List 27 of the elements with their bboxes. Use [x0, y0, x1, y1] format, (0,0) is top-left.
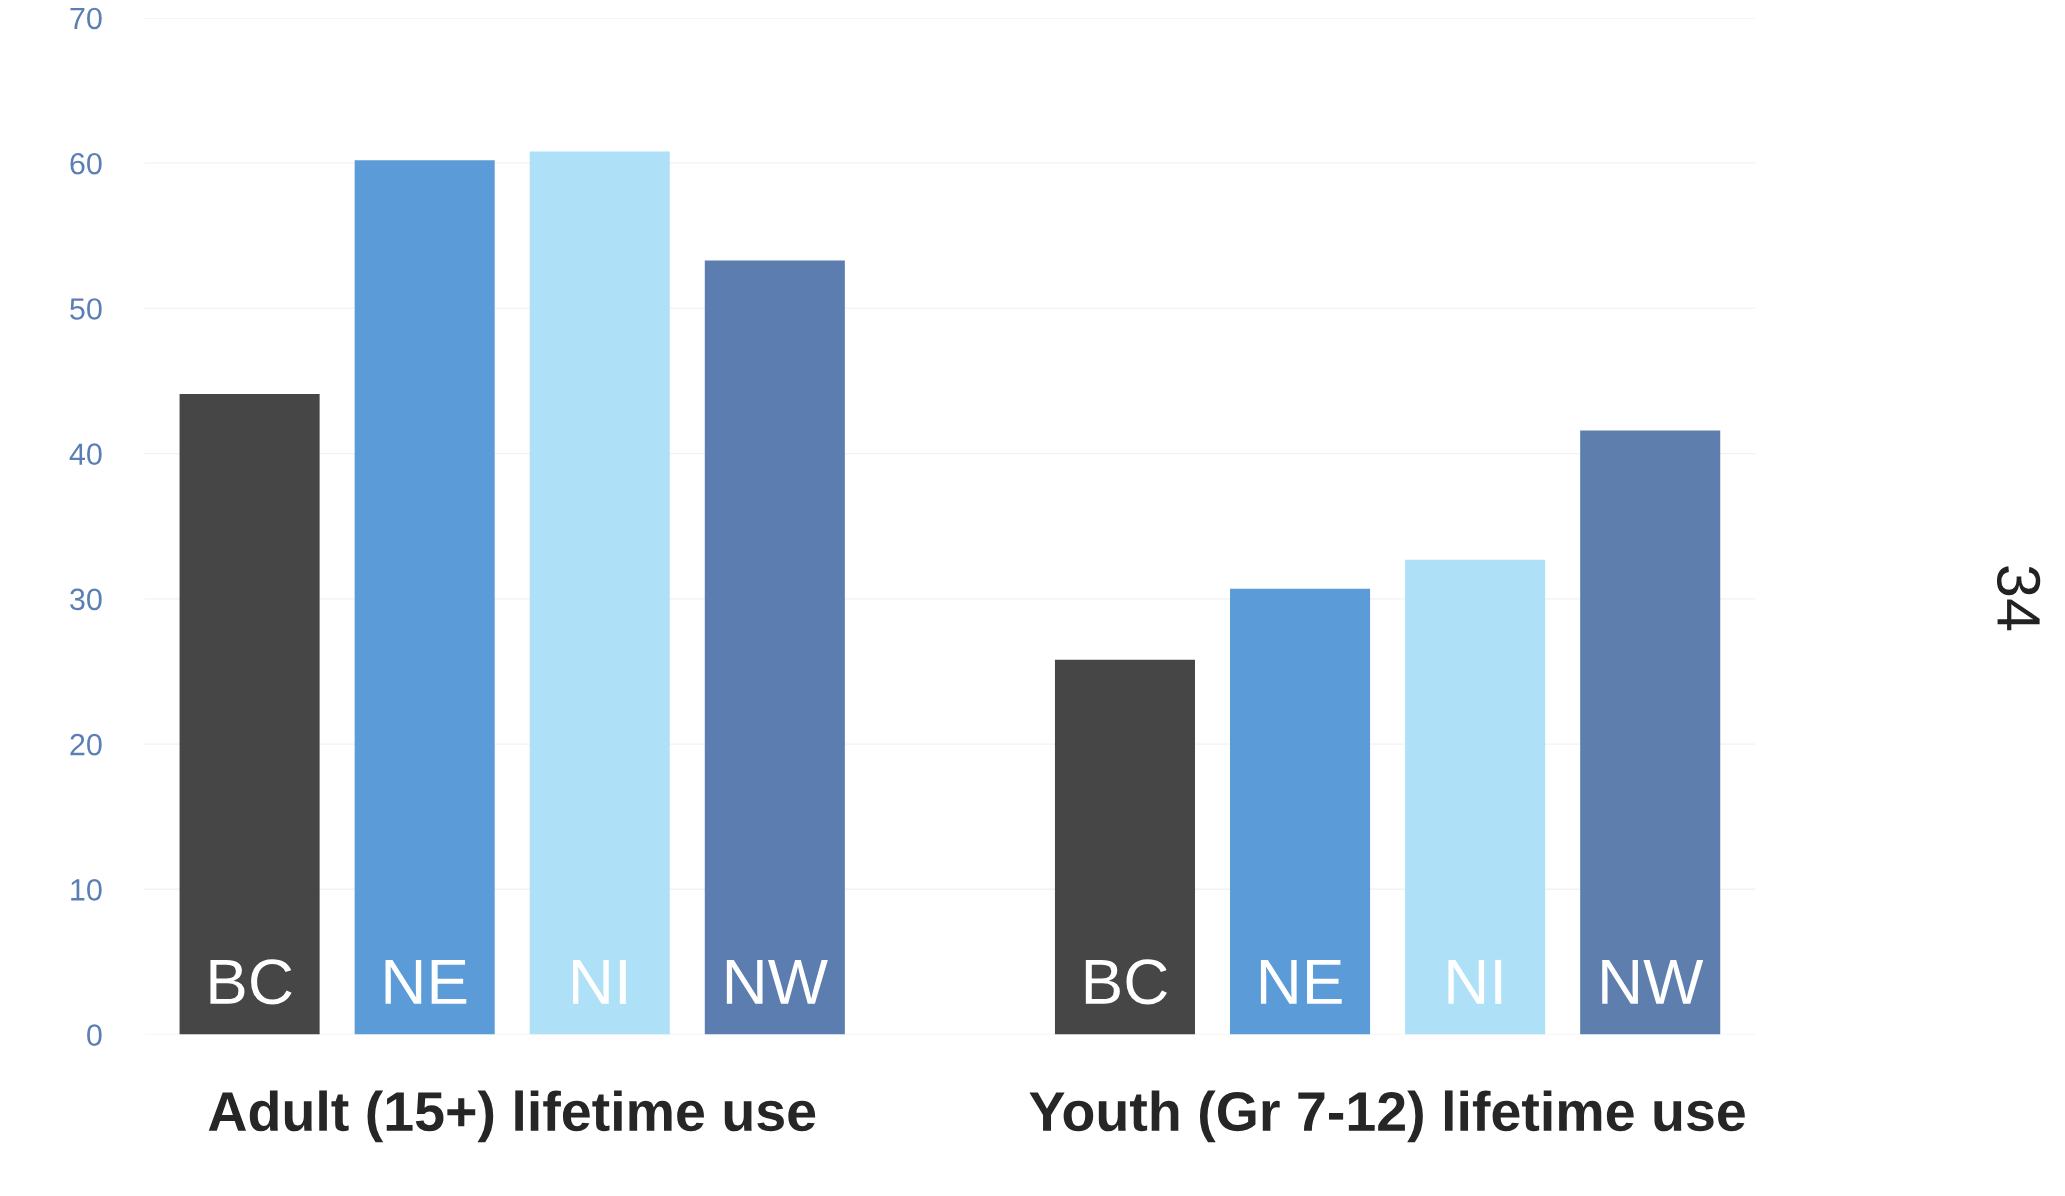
x-tick-label: NW: [1602, 959, 1704, 1004]
y-tick-label: 30: [70, 588, 102, 611]
bar: [179, 394, 320, 1035]
bar: [1580, 430, 1721, 1035]
bar: [1230, 588, 1371, 1035]
y-tick-label: 0: [87, 1024, 102, 1046]
y-tick-label: 20: [70, 733, 102, 756]
y-tick-label: 50: [70, 298, 102, 320]
x-tick-label: NI: [573, 959, 626, 1004]
text: Youth (Gr 7-12) lifetime use: [1029, 1090, 1745, 1143]
x-tick-label: BC: [1085, 959, 1167, 1005]
text: 34: [1996, 566, 2041, 631]
y-tick-label: 40: [69, 443, 102, 465]
text: Adult (15+) lifetime use: [208, 1090, 816, 1143]
x-tick-label: NE: [1260, 959, 1342, 1004]
y-tick-label: 10: [71, 879, 102, 901]
bar: [704, 260, 845, 1035]
bar: [354, 160, 495, 1035]
x-tick-label: BC: [210, 959, 292, 1005]
x-tick-label: NI: [1448, 959, 1502, 1004]
bar: [1054, 659, 1196, 1035]
y-tick-label: 70: [70, 7, 102, 30]
x-tick-label: NW: [726, 959, 828, 1004]
x-tick-label: NE: [385, 959, 467, 1004]
bar: [1405, 559, 1546, 1035]
bar: [529, 151, 670, 1035]
y-tick-label: 60: [70, 152, 102, 175]
